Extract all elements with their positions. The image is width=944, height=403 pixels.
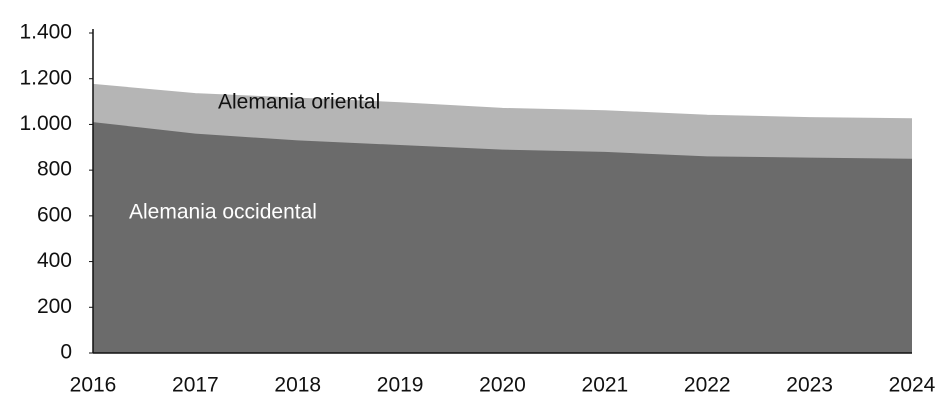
x-tick-label: 2021 xyxy=(582,374,629,397)
y-tick-label: 1.400 xyxy=(19,21,72,44)
x-tick-label: 2023 xyxy=(786,374,833,397)
area-edge xyxy=(92,83,913,120)
y-tick-label: 600 xyxy=(37,203,72,226)
series-label: Alemania occidental xyxy=(129,201,317,224)
x-tick-label: 2022 xyxy=(684,374,731,397)
x-tick-label: 2024 xyxy=(889,374,936,397)
x-tick-label: 2017 xyxy=(172,374,219,397)
y-tick-label: 1.200 xyxy=(19,66,72,89)
y-tick-label: 400 xyxy=(37,249,72,272)
x-tick-label: 2019 xyxy=(377,374,424,397)
x-tick-label: 2020 xyxy=(479,374,526,397)
y-tick-label: 0 xyxy=(60,341,72,364)
x-tick-label: 2016 xyxy=(70,374,117,397)
y-tick-label: 200 xyxy=(37,295,72,318)
x-tick-label: 2018 xyxy=(274,374,321,397)
area xyxy=(93,122,912,354)
y-tick-label: 800 xyxy=(37,158,72,181)
area xyxy=(93,84,912,159)
y-tick-label: 1.000 xyxy=(19,112,72,135)
series-label: Alemania oriental xyxy=(218,91,380,114)
